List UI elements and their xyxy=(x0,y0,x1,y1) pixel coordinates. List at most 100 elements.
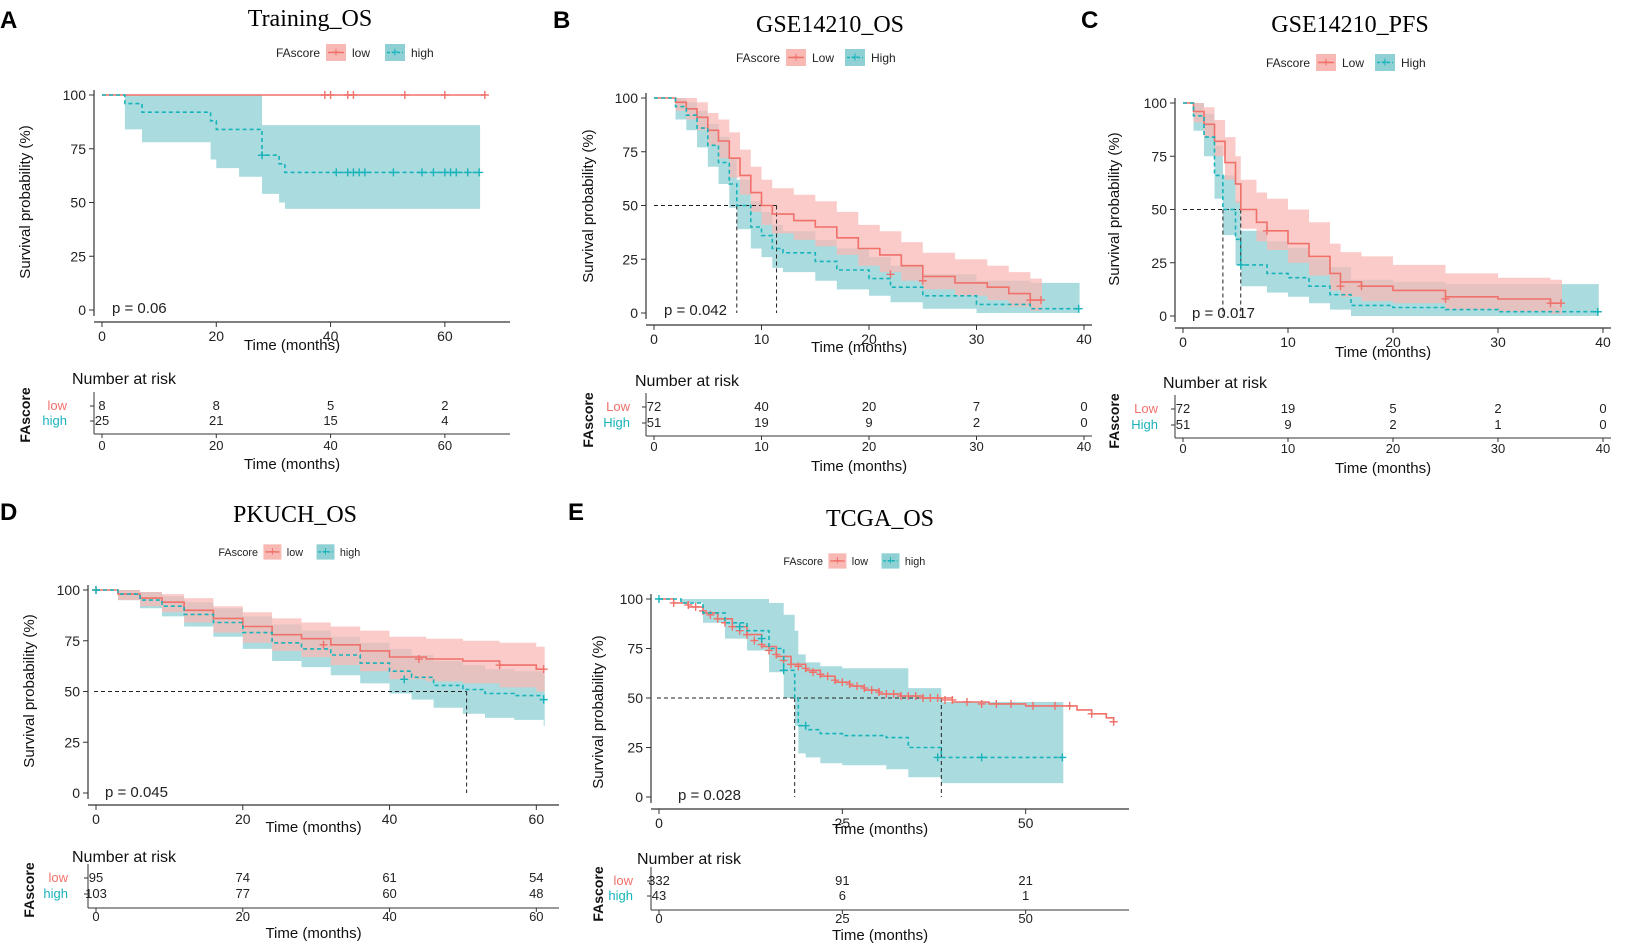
risk-row-name-low: low xyxy=(48,870,68,885)
legend: FAscore + low + high xyxy=(783,553,925,569)
censor-mark xyxy=(801,664,810,673)
y-tick-label: 100 xyxy=(620,591,644,607)
censor-mark xyxy=(1109,717,1118,726)
ci-band-high xyxy=(1183,103,1599,316)
censor-mark xyxy=(1065,701,1074,710)
risk-row-name-high: high xyxy=(43,886,68,901)
y-tick-label: 100 xyxy=(615,90,639,106)
risk-count: 25 xyxy=(95,413,109,428)
risk-count: 60 xyxy=(382,886,396,901)
censor-mark xyxy=(941,695,949,704)
survival-curve-low xyxy=(96,589,544,670)
ci-band-low xyxy=(654,98,1042,311)
survival-curve-high xyxy=(102,94,480,174)
risk-count: 61 xyxy=(382,870,396,885)
risk-count: 2 xyxy=(441,398,448,413)
censor-mark xyxy=(779,666,788,675)
legend: FAscore + low + high xyxy=(218,544,360,560)
legend-marker: + xyxy=(834,554,841,568)
risk-count: 72 xyxy=(1176,401,1190,416)
risk-x-tick-label: 0 xyxy=(650,439,657,454)
risk-count: 2 xyxy=(973,415,980,430)
chart-title: GSE14210_OS xyxy=(756,12,904,38)
censor-mark xyxy=(765,646,773,655)
x-tick-label: 60 xyxy=(529,811,545,827)
risk-row-name-low: low xyxy=(47,398,67,413)
risk-count: 21 xyxy=(209,413,223,428)
legend-label-high: high xyxy=(905,556,925,568)
risk-x-tick-label: 40 xyxy=(323,438,337,453)
censor-mark xyxy=(1058,753,1067,762)
risk-x-tick-label: 0 xyxy=(655,911,662,926)
x-tick-label: 40 xyxy=(382,811,398,827)
y-tick-label: 0 xyxy=(78,302,86,318)
censor-mark xyxy=(1074,304,1083,313)
y-tick-label: 0 xyxy=(630,305,638,321)
censor-mark xyxy=(897,692,905,701)
legend-marker: + xyxy=(1381,54,1389,70)
censor-mark xyxy=(691,602,700,611)
legend: FAscore + Low + High xyxy=(1266,54,1426,71)
y-tick-label: 75 xyxy=(1151,148,1167,164)
risk-row-name-high: high xyxy=(608,888,633,903)
legend: FAscore + low + high xyxy=(276,44,434,61)
risk-table-heading: Number at risk xyxy=(635,373,740,390)
risk-table-heading: Number at risk xyxy=(637,851,742,868)
x-tick-label: 20 xyxy=(1385,334,1401,350)
x-tick-label: 30 xyxy=(969,331,985,347)
legend-label-low: low xyxy=(352,46,370,60)
survival-curve-high xyxy=(1183,102,1598,313)
censor-mark xyxy=(886,270,895,279)
censor-mark xyxy=(875,688,883,697)
p-value: p = 0.06 xyxy=(112,300,167,317)
panel-label: B xyxy=(553,7,570,34)
risk-x-tick-label: 40 xyxy=(1596,441,1610,456)
censor-mark xyxy=(963,697,971,706)
x-tick-label: 50 xyxy=(1018,815,1034,831)
legend-label-high: high xyxy=(411,46,434,60)
risk-x-tick-label: 20 xyxy=(862,439,876,454)
censor-mark xyxy=(772,650,781,659)
risk-row-name-high: High xyxy=(603,415,630,430)
p-value: p = 0.045 xyxy=(105,784,168,801)
censor-mark xyxy=(1546,299,1555,308)
y-tick-label: 50 xyxy=(1151,202,1167,218)
risk-x-tick-label: 0 xyxy=(92,909,99,924)
censor-mark xyxy=(918,276,927,285)
ci-band-high xyxy=(659,599,1064,784)
x-tick-label: 20 xyxy=(235,811,251,827)
risk-x-tick-label: 0 xyxy=(98,438,105,453)
censor-mark xyxy=(1037,296,1045,305)
censor-mark xyxy=(1593,307,1602,316)
y-tick-label: 75 xyxy=(64,633,80,649)
censor-mark xyxy=(882,690,891,699)
y-axis-title: Survival probability (%) xyxy=(17,125,34,278)
censor-mark xyxy=(794,662,803,671)
risk-x-tick-label: 25 xyxy=(835,911,849,926)
legend-label-low: low xyxy=(287,547,303,559)
risk-x-axis-title: Time (months) xyxy=(811,458,907,475)
x-tick-label: 25 xyxy=(835,815,851,831)
survival-curve-low xyxy=(654,97,1041,301)
x-tick-label: 0 xyxy=(650,331,658,347)
censor-mark xyxy=(1263,226,1271,235)
risk-count: 40 xyxy=(754,399,768,414)
risk-count: 19 xyxy=(1281,401,1295,416)
censor-mark xyxy=(926,694,935,702)
legend-title: FAscore xyxy=(276,46,320,60)
legend-marker: + xyxy=(887,554,894,568)
risk-x-tick-label: 40 xyxy=(1077,439,1091,454)
censor-mark xyxy=(713,614,722,623)
x-tick-label: 30 xyxy=(1490,334,1506,350)
legend-title: FAscore xyxy=(1266,56,1310,70)
legend-marker: + xyxy=(322,545,329,559)
y-tick-label: 50 xyxy=(70,195,86,211)
risk-table-ylabel: FAscore xyxy=(590,866,606,921)
risk-count: 6 xyxy=(839,888,846,903)
censor-mark xyxy=(889,690,898,699)
risk-x-tick-label: 60 xyxy=(438,438,452,453)
p-value: p = 0.028 xyxy=(678,787,741,804)
